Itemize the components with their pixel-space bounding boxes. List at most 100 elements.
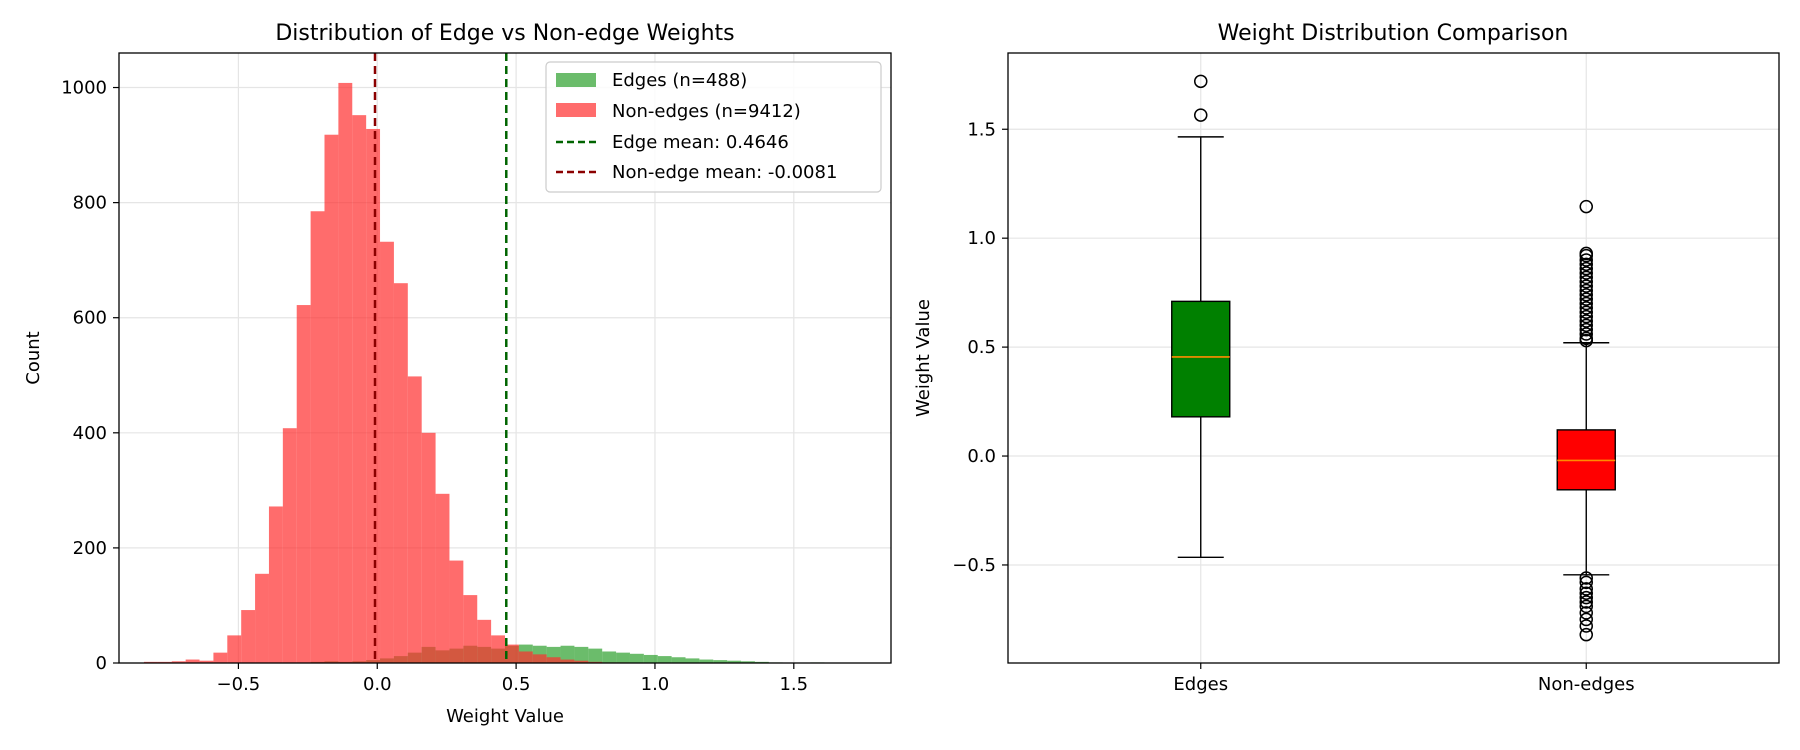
outlier-point-non-edges xyxy=(1579,309,1593,324)
histogram-panel: −0.5 0.0 0.5 1.0 1.5 0 200 400 600 800 1000 Distr… xyxy=(23,21,892,727)
histogram-bar-non-edges xyxy=(546,657,561,663)
outlier-point-non-edges xyxy=(1579,327,1593,341)
y-tick-label: 0.5 xyxy=(967,337,996,358)
y-tick-label: 1000 xyxy=(61,78,107,99)
boxplot-title: Weight Distribution Comparison xyxy=(1218,21,1569,46)
histogram-bar-edges xyxy=(616,652,630,663)
boxplot-plot-area xyxy=(1008,53,1779,663)
histogram-bar-non-edges xyxy=(407,376,422,663)
histogram-bar-non-edges xyxy=(505,644,519,663)
outlier-point-non-edges xyxy=(1579,266,1593,280)
legend-label-non-edges: Non-edges (n=9412) xyxy=(612,101,801,122)
histogram-bars xyxy=(143,82,825,664)
outlier-point-non-edges xyxy=(1579,270,1593,285)
histogram-bar-non-edges xyxy=(268,506,283,663)
histogram-bar-non-edges xyxy=(491,635,505,663)
histogram-bar-edges xyxy=(629,653,644,663)
x-tick-label: 0.5 xyxy=(502,674,531,695)
histogram-bar-non-edges xyxy=(171,661,186,663)
histogram-legend: Edges (n=488) Non-edges (n=9412) Edge me… xyxy=(545,61,882,193)
x-tick-label: Non-edges xyxy=(1538,674,1635,695)
y-tick-label: 600 xyxy=(73,308,107,329)
x-tick-label: 1.0 xyxy=(641,674,670,695)
histogram-bar-edges xyxy=(671,657,686,663)
histogram-bar-edges xyxy=(602,651,617,663)
histogram-bar-non-edges xyxy=(532,654,547,663)
boxplot-y-label: Weight Value xyxy=(913,299,934,417)
histogram-x-label: Weight Value xyxy=(446,706,564,727)
histogram-bar-non-edges xyxy=(393,283,408,663)
boxplot-y-ticks: −0.5 0.0 0.5 1.0 1.5 xyxy=(952,119,1008,576)
histogram-bar-non-edges xyxy=(560,659,575,663)
histogram-bar-non-edges xyxy=(241,610,256,663)
outlier-point-edges xyxy=(1194,108,1208,122)
outlier-point-non-edges xyxy=(1579,253,1593,267)
outlier-point-non-edges xyxy=(1579,582,1593,596)
outlier-point-non-edges xyxy=(1579,288,1593,302)
histogram-bar-non-edges xyxy=(338,82,353,663)
histogram-bar-non-edges xyxy=(255,573,269,663)
legend-label-edges: Edges (n=488) xyxy=(612,70,747,91)
boxplot-frame xyxy=(1007,52,1780,664)
y-tick-label: 1.0 xyxy=(967,228,996,249)
y-tick-label: 0 xyxy=(96,653,107,674)
histogram-bar-non-edges xyxy=(352,115,367,663)
outlier-point-non-edges xyxy=(1579,599,1593,614)
outlier-point-non-edges xyxy=(1579,590,1593,605)
outlier-point-non-edges xyxy=(1579,283,1593,298)
outlier-point-non-edges xyxy=(1579,612,1593,627)
outlier-point-non-edges xyxy=(1579,292,1593,306)
histogram-bar-edges xyxy=(657,656,672,663)
x-tick-label: 1.5 xyxy=(779,674,808,695)
x-tick-label: −0.5 xyxy=(217,674,261,695)
histogram-bar-edges xyxy=(741,661,755,663)
y-tick-label: 1.5 xyxy=(967,119,996,140)
histogram-bar-non-edges xyxy=(324,134,339,663)
histogram-bar-non-edges xyxy=(227,635,242,663)
x-tick-label: 0.0 xyxy=(363,674,392,695)
outlier-point-non-edges xyxy=(1579,305,1593,319)
histogram-bar-non-edges xyxy=(282,428,297,663)
histogram-bar-non-edges xyxy=(380,241,394,664)
histogram-bar-edges xyxy=(574,646,589,663)
outlier-point-non-edges xyxy=(1579,261,1593,276)
histogram-bar-non-edges xyxy=(421,432,436,663)
legend-swatch-edges xyxy=(556,73,596,87)
outlier-point-non-edges xyxy=(1579,257,1593,272)
y-tick-label: −0.5 xyxy=(952,555,996,576)
outlier-point-non-edges xyxy=(1579,279,1593,293)
outlier-point-edges xyxy=(1194,74,1208,89)
histogram-bar-non-edges xyxy=(185,659,200,663)
histogram-bar-non-edges xyxy=(518,651,533,663)
histogram-bar-edges xyxy=(643,654,658,663)
outlier-point-non-edges xyxy=(1579,301,1593,315)
boxplot-panel: −0.5 0.0 0.5 1.0 1.5 Edges Non-edges Weight D… xyxy=(913,21,1780,695)
outlier-point-non-edges xyxy=(1579,318,1593,333)
boxplot-boxes xyxy=(1171,74,1616,642)
outlier-point-non-edges xyxy=(1579,595,1593,609)
histogram-mean-lines xyxy=(373,53,508,663)
box-edges xyxy=(1171,300,1231,418)
outlier-point-non-edges xyxy=(1579,619,1593,633)
outlier-point-non-edges xyxy=(1579,296,1593,311)
histogram-bar-edges xyxy=(685,658,700,663)
histogram-bar-non-edges xyxy=(199,660,214,663)
histogram-bar-non-edges xyxy=(213,652,228,663)
outlier-point-non-edges xyxy=(1579,275,1593,289)
y-tick-label: 0.0 xyxy=(967,446,996,467)
outlier-point-non-edges xyxy=(1579,586,1593,601)
y-tick-label: 400 xyxy=(73,423,107,444)
outlier-point-non-edges xyxy=(1579,333,1593,348)
outlier-point-non-edges xyxy=(1579,322,1593,337)
histogram-y-label: Count xyxy=(23,331,44,384)
outlier-point-non-edges xyxy=(1579,627,1593,642)
histogram-bar-edges xyxy=(560,645,575,663)
histogram-bar-non-edges xyxy=(366,128,381,663)
histogram-title: Distribution of Edge vs Non-edge Weights xyxy=(275,21,734,46)
legend-label-edge-mean: Edge mean: 0.4646 xyxy=(612,132,789,153)
histogram-frame xyxy=(118,52,892,664)
histogram-bar-non-edges xyxy=(435,493,450,663)
outlier-point-non-edges xyxy=(1579,575,1593,590)
histogram-bar-non-edges xyxy=(463,595,478,663)
